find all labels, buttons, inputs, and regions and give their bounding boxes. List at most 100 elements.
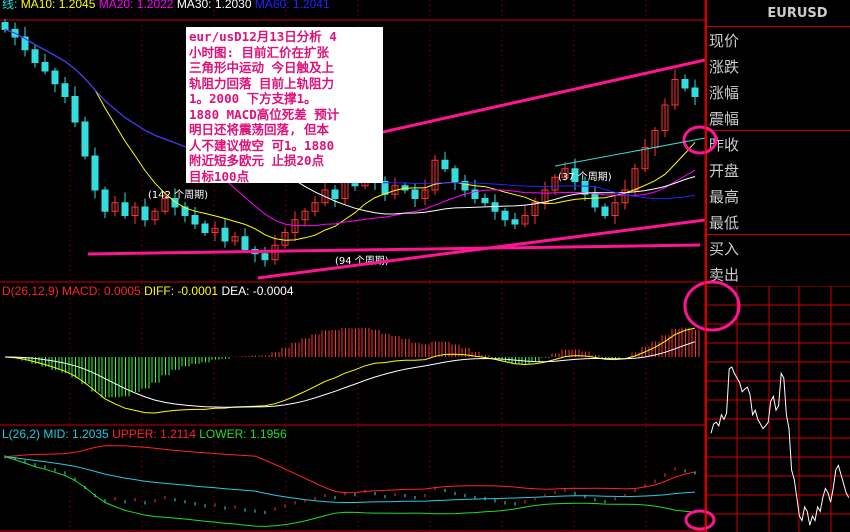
note-line: 轨阻力回落 目前上轨阻力 [189,75,335,91]
macd-value: D(26,12,9) MACD: 0.0005 [2,284,141,298]
candle-body [211,227,219,233]
candle-body [311,202,319,212]
candle-body [51,70,59,85]
candle-body [381,181,389,195]
candle-body [111,202,119,212]
candle-body [91,155,99,191]
candle-body [581,181,589,195]
candle-body [541,189,549,204]
ma-legend: 线: MA10: 1.2045 MA20: 1.2022 MA30: 1.203… [2,0,330,12]
candle-body [681,79,689,89]
dea-line [4,341,696,408]
candle-body [471,189,479,199]
diff-value: DIFF: -0.0001 [144,284,219,298]
candle-body [21,36,29,51]
candle-body [461,181,469,191]
quote-row-label: 涨跌 [709,58,740,76]
ma60-label: MA60: 1.2041 [254,0,330,11]
candle-body [151,210,159,221]
boll-mid: L(26,2) MID: 1.2035 [2,427,109,441]
macd-svg [0,283,705,426]
candle-body [171,198,179,208]
boll-upper-line [4,445,696,494]
divider [707,26,850,27]
ma10-line [4,28,696,241]
boll-svg [0,426,705,532]
candle-body [551,176,559,191]
note-line: 三角形中运动 今日触及上 [189,60,335,75]
period-label-37: (37 个周期) [558,172,612,183]
analysis-note: eur/usD12月13日分析 4 小时图: 目前汇价在扩张 三角形中运动 今日… [186,27,383,184]
divider [707,130,850,131]
candle-body [1,22,9,30]
candle-body [621,189,629,204]
tick-price-line [710,366,850,526]
boll-legend: L(26,2) MID: 1.2035 UPPER: 1.2114 LOWER:… [2,427,287,441]
candle-body [411,189,419,199]
candle-body [691,87,699,97]
candle-body [201,223,209,233]
quote-row-label: 昨收 [709,136,740,154]
symbol-title: EURUSD [767,6,828,21]
candle-body [71,96,79,123]
candle-body [61,83,69,97]
ma-legend-prefix: 线: [2,0,18,11]
candle-body [121,202,129,216]
candle-body [261,253,269,261]
candle-body [321,189,329,204]
diff-line [4,327,696,414]
candle-body [41,62,49,72]
divider [707,234,850,235]
candle-body [561,168,569,178]
candle-body [331,189,339,199]
candle-body [81,121,89,157]
ma30-label: MA30: 1.2030 [176,0,252,11]
period-label-94: (94 个周期) [335,256,389,267]
quote-row-label: 涨幅 [709,84,740,102]
quote-row-label: 震幅 [709,110,740,128]
candle-body [131,206,139,216]
candle-body [231,236,239,242]
candle-body [501,210,509,221]
quote-row-label: 买入 [709,240,740,258]
candle-body [451,168,459,182]
boll-lower: LOWER: 1.1956 [199,427,287,441]
candle-body [431,159,439,191]
candle-body [591,193,599,208]
candle-body [611,202,619,216]
note-line: 明日还将震荡回落, 但本 [189,122,330,137]
quote-row-label: 最高 [709,188,740,206]
candle-body [141,206,149,221]
boll-lower-line [4,456,696,527]
boll-pane[interactable]: L(26,2) MID: 1.2035 UPPER: 1.2114 LOWER:… [0,426,705,532]
candle-body [421,189,429,199]
note-line: 1880 MACD高位死差 预计 [189,106,340,122]
candle-body [241,236,249,250]
candle-body [511,219,519,225]
quote-row-label: 开盘 [709,162,740,180]
note-line: 小时图: 目前汇价在扩张 [189,44,330,60]
quote-row-label: 现价 [709,32,740,50]
candle-body [31,49,39,63]
candle-body [441,159,449,170]
note-line: 1。2000 下方支撑1。 [189,91,317,106]
candle-body [571,168,579,182]
ma10-label: MA10: 1.2045 [20,0,96,11]
quote-row-label: 最低 [709,214,740,232]
quote-panel: EURUSD 现价 涨跌 涨幅 震幅 昨收 开盘 最高 最低 买入 卖出 [705,0,850,532]
quote-row-label: 卖出 [709,266,740,284]
note-line: 目标100点 [189,168,250,184]
boll-upper: UPPER: 1.2114 [112,427,196,441]
dea-value: DEA: -0.0004 [221,284,294,298]
candle-body [181,206,189,216]
candle-body [531,202,539,216]
candle-body [481,198,489,204]
tick-chart [707,286,850,532]
macd-pane[interactable]: D(26,12,9) MACD: 0.0005 DIFF: -0.0001 DE… [0,283,705,426]
candle-body [601,206,609,216]
candle-body [251,249,259,255]
price-chart-pane[interactable]: 线: MA10: 1.2045 MA20: 1.2022 MA30: 1.203… [0,0,705,283]
ma20-label: MA20: 1.2022 [98,0,174,11]
note-line: 人不建议做空 可1。1880 [189,137,335,153]
macd-legend: D(26,12,9) MACD: 0.0005 DIFF: -0.0001 DE… [2,284,294,298]
